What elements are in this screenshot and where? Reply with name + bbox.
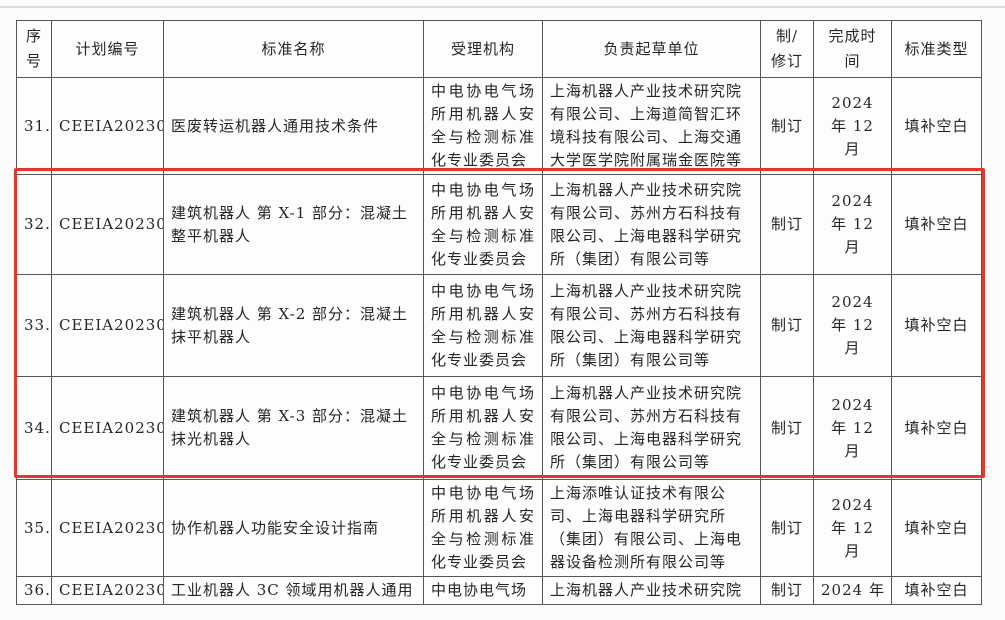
cell-no: 34. (16, 376, 52, 480)
cell-drafters: 上海机器人产业技术研究院有限公司、苏州方石科技有限公司、上海电器科学研究所（集团… (542, 274, 761, 377)
table-row-34: 34. CEEIA2023073 建筑机器人 第 X-3 部分：混凝土抹光机器人… (16, 376, 982, 480)
cell-no: 31. (16, 77, 52, 175)
cell-agency: 中电协电气场所用机器人安全与检测标准化专业委员会 (423, 174, 543, 275)
cell-name: 建筑机器人 第 X-2 部分：混凝土抹平机器人 (163, 274, 424, 377)
cell-agency: 中电协电气场所用机器人安全与检测标准化专业委员会 (423, 77, 543, 175)
cell-completion: 2024 年 12 月 (813, 274, 892, 377)
cell-drafters: 上海机器人产业技术研究院有限公司、苏州方石科技有限公司、上海电器科学研究所（集团… (542, 376, 761, 480)
cell-completion: 2024 年 (813, 576, 892, 605)
cell-revision: 制订 (760, 576, 814, 605)
cell-agency: 中电协电气场 (423, 576, 543, 605)
standards-plan-table: 序号 计划编号 标准名称 受理机构 负责起草单位 制/修订 完成时间 标准类型 … (16, 20, 982, 605)
cell-name: 工业机器人 3C 领域用机器人通用 (163, 576, 424, 605)
cell-code: CEEIA2023072 (51, 274, 164, 377)
cell-name: 协作机器人功能安全设计指南 (163, 479, 424, 577)
cell-category: 填补空白 (891, 174, 982, 275)
cell-drafters: 上海添唯认证技术有限公司、上海电器科学研究所（集团）有限公司、上海电器设备检测所… (542, 479, 761, 577)
scan-edge (0, 6, 1005, 8)
cell-revision: 制订 (760, 376, 814, 480)
cell-revision: 制订 (760, 274, 814, 377)
cell-name: 建筑机器人 第 X-3 部分：混凝土抹光机器人 (163, 376, 424, 480)
col-header-completion: 完成时间 (813, 20, 892, 78)
cell-agency: 中电协电气场所用机器人安全与检测标准化专业委员会 (423, 274, 543, 377)
col-header-no: 序号 (16, 20, 52, 78)
col-header-code: 计划编号 (51, 20, 164, 78)
cell-code: CEEIA2023073 (51, 376, 164, 480)
table-header-row: 序号 计划编号 标准名称 受理机构 负责起草单位 制/修订 完成时间 标准类型 (16, 20, 982, 78)
cell-category: 填补空白 (891, 479, 982, 577)
cell-category: 填补空白 (891, 576, 982, 605)
cell-name: 医废转运机器人通用技术条件 (163, 77, 424, 175)
col-header-name: 标准名称 (163, 20, 424, 78)
cell-no: 35. (16, 479, 52, 577)
col-header-agency: 受理机构 (423, 20, 543, 78)
cell-completion: 2024 年 12 月 (813, 77, 892, 175)
cell-completion: 2024 年 12 月 (813, 376, 892, 480)
cell-no: 32. (16, 174, 52, 275)
cell-no: 33. (16, 274, 52, 377)
cell-no: 36. (16, 576, 52, 605)
cell-revision: 制订 (760, 77, 814, 175)
cell-code: CEEIA2023071 (51, 174, 164, 275)
col-header-category: 标准类型 (891, 20, 982, 78)
cell-code: CEEIA2023074 (51, 479, 164, 577)
cell-completion: 2024 年 12 月 (813, 174, 892, 275)
cell-category: 填补空白 (891, 376, 982, 480)
table-row-35: 35. CEEIA2023074 协作机器人功能安全设计指南 中电协电气场所用机… (16, 479, 982, 577)
table-row-32: 32. CEEIA2023071 建筑机器人 第 X-1 部分：混凝土整平机器人… (16, 174, 982, 275)
cell-category: 填补空白 (891, 77, 982, 175)
col-header-drafters: 负责起草单位 (542, 20, 761, 78)
cell-drafters: 上海机器人产业技术研究院 (542, 576, 761, 605)
cell-revision: 制订 (760, 174, 814, 275)
cell-code: CEEIA2023075 (51, 576, 164, 605)
cell-agency: 中电协电气场所用机器人安全与检测标准化专业委员会 (423, 376, 543, 480)
cell-agency: 中电协电气场所用机器人安全与检测标准化专业委员会 (423, 479, 543, 577)
cell-drafters: 上海机器人产业技术研究院有限公司、苏州方石科技有限公司、上海电器科学研究所（集团… (542, 174, 761, 275)
col-header-revision: 制/修订 (760, 20, 814, 78)
cell-code: CEEIA2023070 (51, 77, 164, 175)
cell-drafters: 上海机器人产业技术研究院有限公司、上海道简智汇环境科技有限公司、上海交通大学医学… (542, 77, 761, 175)
cell-revision: 制订 (760, 479, 814, 577)
cell-category: 填补空白 (891, 274, 982, 377)
table-row-31: 31. CEEIA2023070 医废转运机器人通用技术条件 中电协电气场所用机… (16, 77, 982, 175)
cell-completion: 2024 年 12 月 (813, 479, 892, 577)
cell-name: 建筑机器人 第 X-1 部分：混凝土整平机器人 (163, 174, 424, 275)
table-row-36: 36. CEEIA2023075 工业机器人 3C 领域用机器人通用 中电协电气… (16, 576, 982, 605)
table-row-33: 33. CEEIA2023072 建筑机器人 第 X-2 部分：混凝土抹平机器人… (16, 274, 982, 377)
